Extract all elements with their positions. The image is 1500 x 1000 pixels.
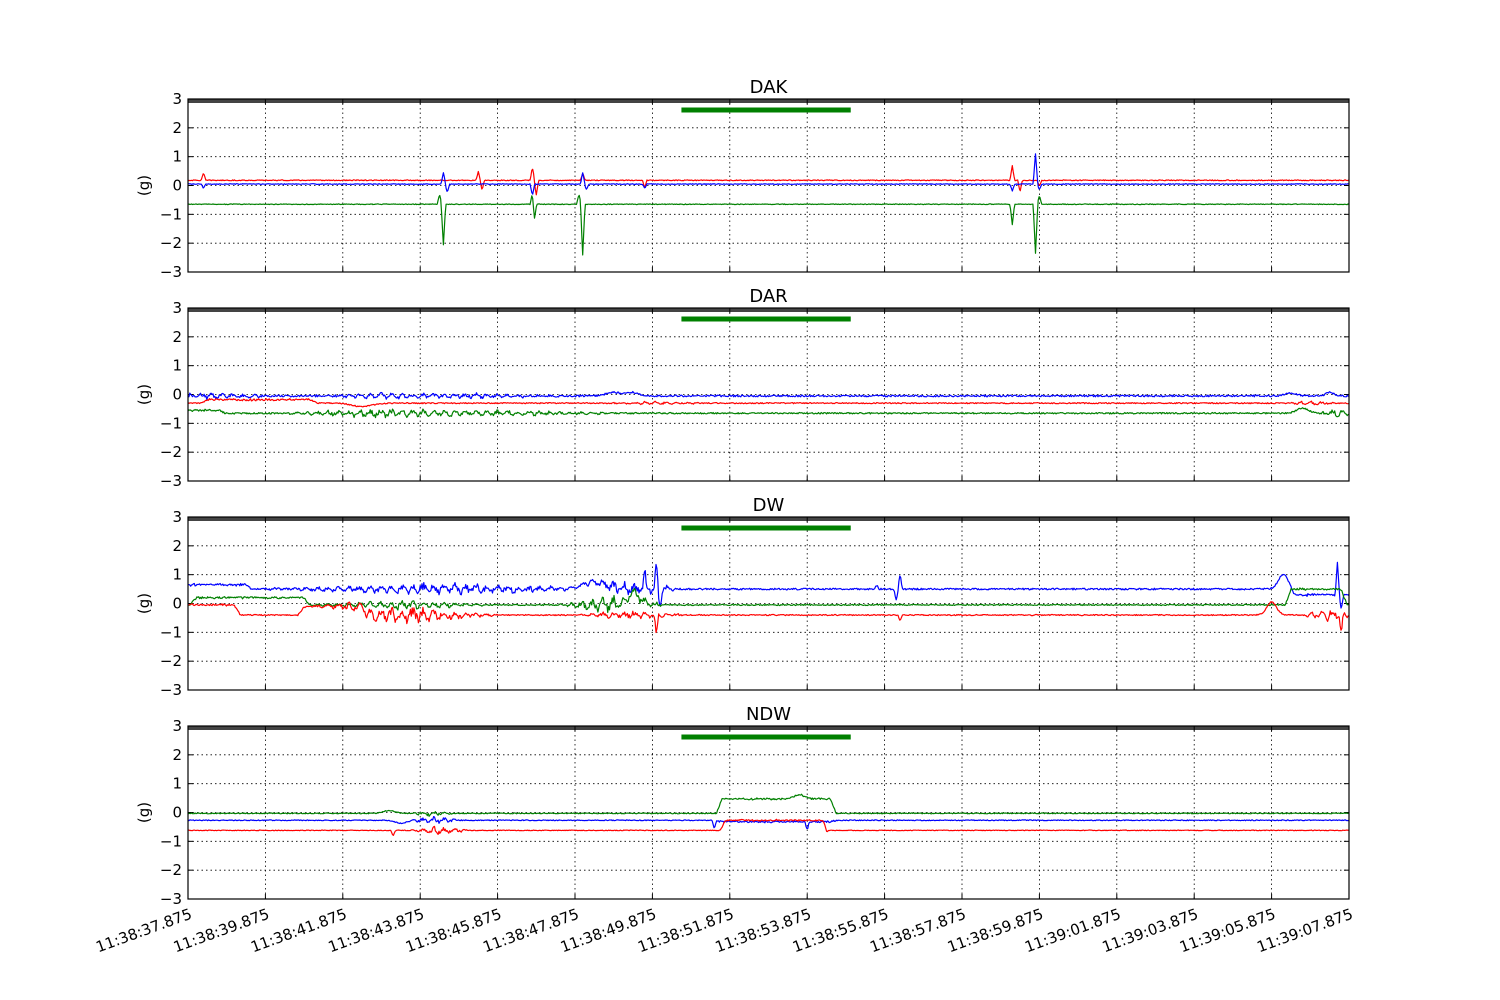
plot-frame: [187, 725, 1350, 900]
y-tick-label: 1: [172, 357, 182, 375]
y-tick-label: 2: [172, 746, 182, 764]
y-tick-label: −1: [160, 832, 182, 850]
panel-dar: DAR 3 2 1 0 −1 −2 −3 (g): [135, 286, 1350, 490]
y-tick-label: 3: [172, 508, 182, 526]
top-band: [188, 99, 1349, 103]
y-tick-label: 0: [172, 804, 182, 822]
plot-frame: [187, 98, 1350, 273]
series-line-green: [187, 793, 1350, 817]
plot-frame: [187, 307, 1350, 482]
y-tick-label: 0: [172, 177, 182, 195]
series-line-red: [188, 818, 1350, 836]
series-line-blue: [187, 390, 1350, 401]
y-tick-label: −3: [160, 890, 182, 908]
panel-dw: DW 3 2 1 0 −1 −2 −3 (g): [135, 495, 1350, 699]
y-tick-label: −3: [160, 263, 182, 281]
panel-title: NDW: [746, 704, 791, 725]
y-tick-label: −2: [160, 861, 182, 879]
series-line-red: [187, 601, 1350, 634]
y-axis-label: (g): [135, 593, 153, 614]
panel-dak: DAK 3 2 1 0 −1 −2 −3 (g): [135, 77, 1350, 281]
series-line-green: [187, 407, 1350, 419]
y-axis-label: (g): [135, 384, 153, 405]
y-tick-label: 1: [172, 775, 182, 793]
y-tick-label: 2: [172, 119, 182, 137]
y-tick-label: −1: [160, 205, 182, 223]
y-tick-label: −3: [160, 681, 182, 699]
top-band: [188, 517, 1349, 521]
panel-title: DW: [753, 495, 785, 516]
y-tick-label: 3: [172, 299, 182, 317]
y-tick-label: −2: [160, 652, 182, 670]
series-line-blue: [187, 561, 1350, 609]
series-line-red: [187, 398, 1350, 408]
series-line-blue: [187, 816, 1350, 830]
y-tick-label: 3: [172, 717, 182, 735]
top-band: [188, 308, 1349, 312]
y-tick-label: 3: [172, 90, 182, 108]
y-axis-label: (g): [135, 175, 153, 196]
series-line-green: [188, 194, 1350, 256]
plot-frame: [187, 516, 1350, 691]
series-line-red: [187, 165, 1350, 196]
panel-title: DAR: [749, 286, 787, 307]
y-tick-label: −3: [160, 472, 182, 490]
y-tick-label: −1: [160, 623, 182, 641]
y-tick-label: 1: [172, 148, 182, 166]
series-line-blue: [187, 153, 1350, 195]
y-tick-label: −2: [160, 443, 182, 461]
y-tick-label: −2: [160, 234, 182, 252]
top-band: [188, 726, 1349, 730]
y-tick-label: 1: [172, 566, 182, 584]
y-tick-label: −1: [160, 414, 182, 432]
y-tick-label: 0: [172, 595, 182, 613]
series-line-green: [187, 587, 1349, 614]
y-axis-label: (g): [135, 802, 153, 823]
y-tick-label: 2: [172, 537, 182, 555]
y-tick-label: 0: [172, 386, 182, 404]
panel-ndw: NDW3210−1−2−3(g)11:38:37.87511:38:39.875…: [94, 704, 1356, 956]
panel-title: DAK: [750, 77, 789, 98]
y-tick-label: 2: [172, 328, 182, 346]
